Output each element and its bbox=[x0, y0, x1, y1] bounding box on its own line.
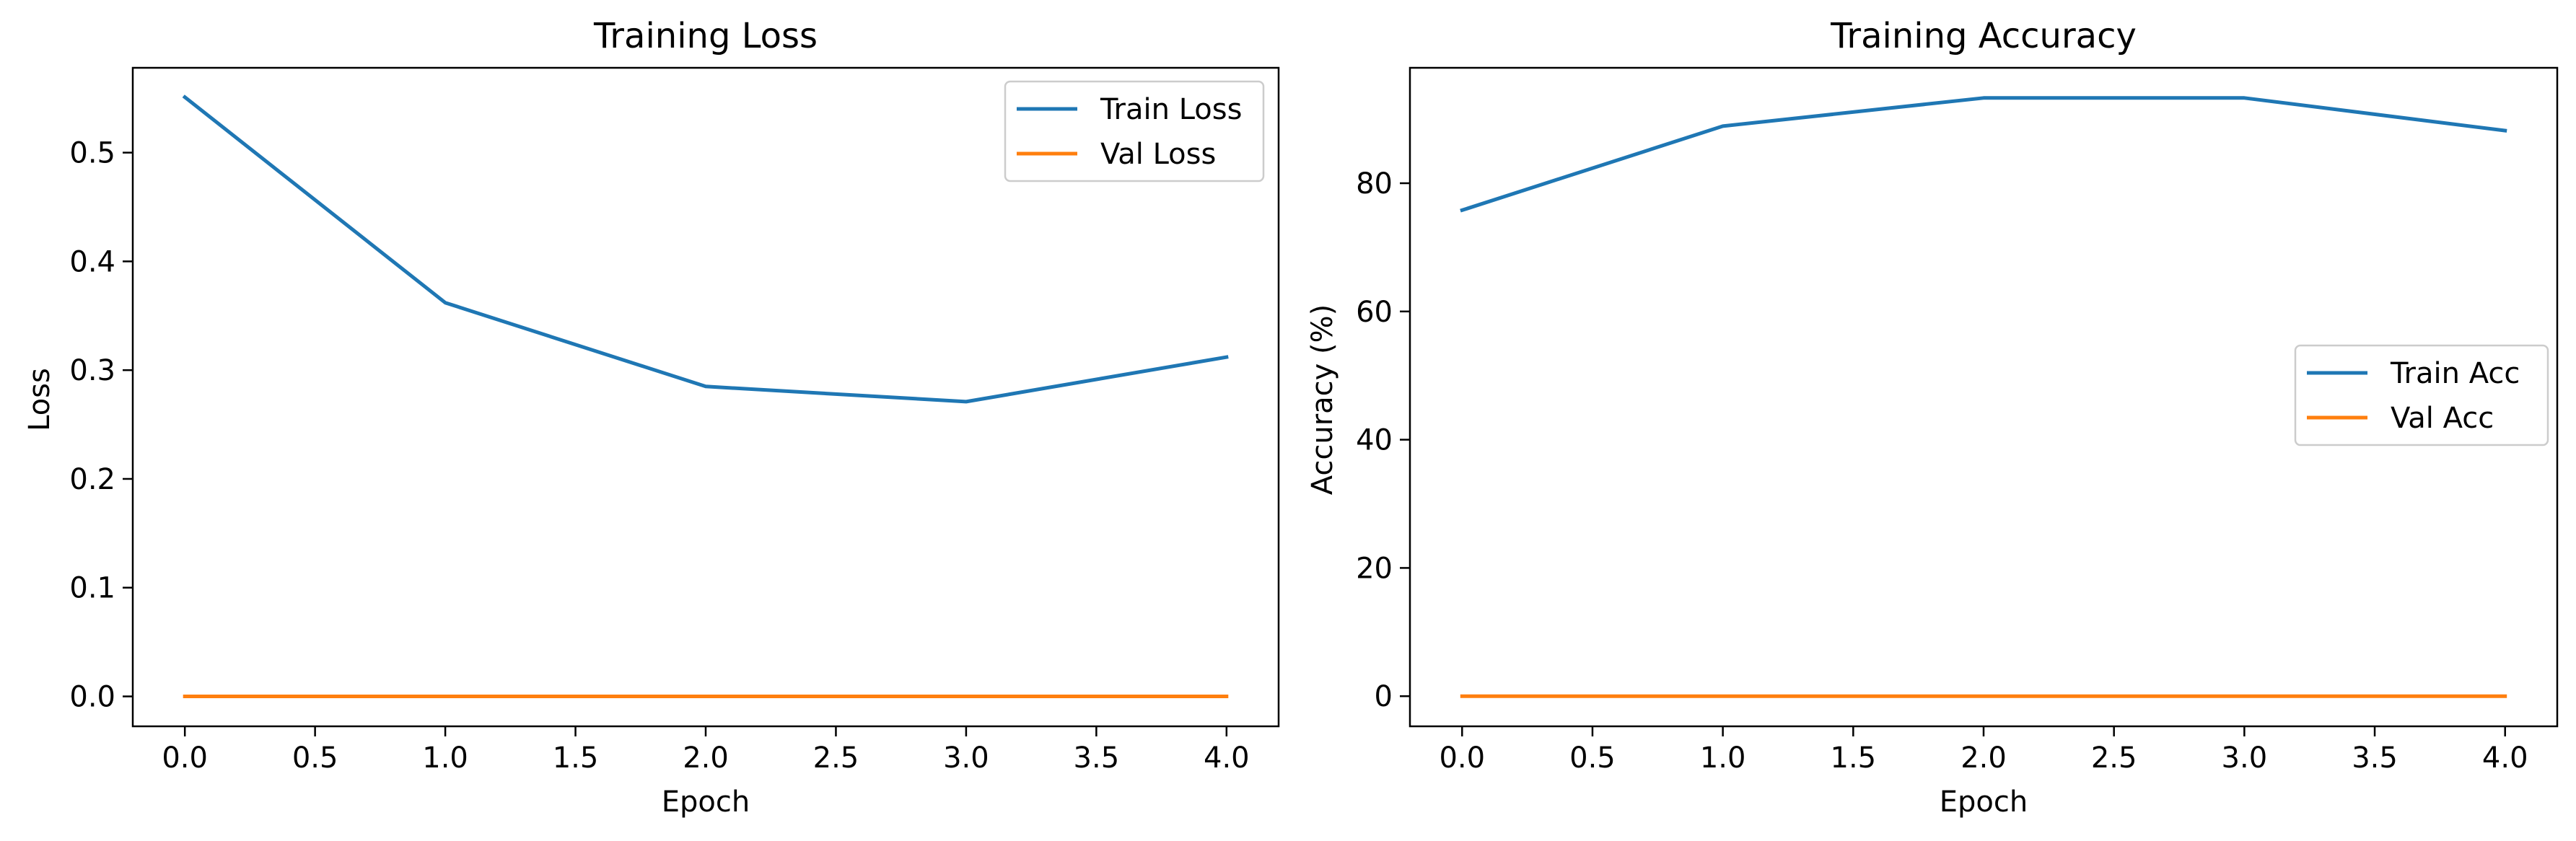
accuracy-y-axis-label: Accuracy (%) bbox=[1306, 304, 1339, 496]
accuracy-x-tick-label: 4.0 bbox=[2482, 741, 2528, 775]
loss-y-tick-label: 0.0 bbox=[69, 681, 115, 714]
accuracy-x-tick-label: 1.5 bbox=[1831, 741, 1877, 775]
loss-y-ticks: 0.0 0.1 0.2 0.3 0.4 0.5 bbox=[69, 137, 133, 714]
accuracy-x-tick-label: 0.5 bbox=[1569, 741, 1616, 775]
loss-legend-label-val-loss: Val Loss bbox=[1100, 138, 1216, 171]
loss-y-tick-label: 0.2 bbox=[69, 463, 115, 496]
loss-y-axis-label: Loss bbox=[23, 368, 56, 431]
loss-series-lines bbox=[182, 94, 1229, 698]
accuracy-x-axis-label: Epoch bbox=[1940, 785, 2028, 819]
loss-x-tick-label: 4.0 bbox=[1204, 741, 1250, 775]
loss-x-tick-label: 0.0 bbox=[162, 741, 208, 775]
accuracy-x-tick-label: 2.5 bbox=[2091, 741, 2137, 775]
accuracy-legend: Train Acc Val Acc bbox=[2294, 344, 2549, 446]
accuracy-x-tick-label: 3.5 bbox=[2352, 741, 2398, 775]
accuracy-x-ticks: 0.0 0.5 1.0 1.5 2.0 2.5 3.0 3.5 4.0 bbox=[1439, 726, 2528, 775]
loss-x-tick-label: 0.5 bbox=[292, 741, 338, 775]
loss-x-tick-label: 2.5 bbox=[813, 741, 859, 775]
loss-chart-panel: Training Loss Epoch Loss 0.0 0.5 1.0 1.5 2.0… bbox=[23, 16, 1280, 819]
accuracy-y-tick-label: 60 bbox=[1356, 296, 1393, 329]
accuracy-y-tick-label: 40 bbox=[1356, 424, 1393, 457]
loss-y-tick-label: 0.5 bbox=[69, 137, 115, 170]
accuracy-x-tick-label: 1.0 bbox=[1700, 741, 1746, 775]
accuracy-y-ticks: 0 20 40 60 80 bbox=[1356, 167, 1410, 713]
accuracy-chart-panel: Training Accuracy Epoch Accuracy (%) 0.0… bbox=[1306, 16, 2559, 819]
accuracy-y-tick-label: 20 bbox=[1356, 552, 1393, 585]
loss-x-axis-label: Epoch bbox=[662, 785, 750, 819]
accuracy-x-tick-label: 2.0 bbox=[1961, 741, 2007, 775]
loss-y-tick-label: 0.4 bbox=[69, 245, 115, 278]
accuracy-x-tick-label: 3.0 bbox=[2222, 741, 2268, 775]
accuracy-y-tick-label: 0 bbox=[1375, 680, 1393, 713]
loss-legend: Train Loss Val Loss bbox=[1004, 80, 1265, 182]
accuracy-x-tick-label: 0.0 bbox=[1439, 741, 1485, 775]
loss-y-tick-label: 0.1 bbox=[69, 572, 115, 605]
loss-y-tick-label: 0.3 bbox=[69, 354, 115, 387]
loss-x-tick-label: 2.0 bbox=[683, 741, 729, 775]
loss-legend-label-train-loss: Train Loss bbox=[1100, 93, 1242, 126]
loss-chart-title: Training Loss bbox=[593, 16, 818, 56]
accuracy-series-lines bbox=[1460, 96, 2507, 698]
loss-x-tick-label: 1.5 bbox=[553, 741, 599, 775]
loss-x-tick-label: 1.0 bbox=[422, 741, 468, 775]
loss-x-tick-label: 3.0 bbox=[943, 741, 989, 775]
accuracy-legend-box bbox=[2294, 344, 2549, 446]
accuracy-legend-label-train-acc: Train Acc bbox=[2390, 357, 2520, 390]
loss-x-ticks: 0.0 0.5 1.0 1.5 2.0 2.5 3.0 3.5 4.0 bbox=[162, 726, 1250, 775]
accuracy-chart-title: Training Accuracy bbox=[1830, 16, 2137, 56]
loss-series-line-train-loss bbox=[182, 94, 1229, 404]
accuracy-series-line-train-acc bbox=[1460, 96, 2507, 213]
accuracy-legend-label-val-acc: Val Acc bbox=[2391, 402, 2494, 435]
accuracy-y-tick-label: 80 bbox=[1356, 167, 1393, 201]
loss-legend-box bbox=[1004, 80, 1265, 182]
loss-x-tick-label: 3.5 bbox=[1074, 741, 1120, 775]
